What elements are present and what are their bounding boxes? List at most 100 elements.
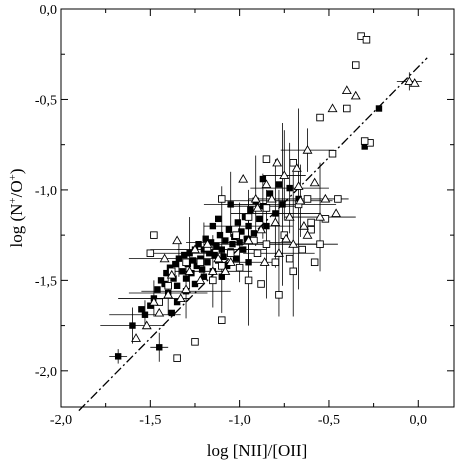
data-point-open-triangle — [252, 202, 263, 212]
data-point-open-square — [262, 155, 271, 163]
data-point-open-square — [307, 225, 315, 234]
data-point-filled-square — [198, 266, 206, 273]
data-point-filled-square — [191, 280, 199, 288]
data-point-filled-square — [206, 250, 213, 257]
series-open-triangle — [131, 76, 420, 342]
data-point-open-square — [257, 280, 265, 288]
data-point-open-triangle — [331, 208, 342, 218]
data-point-filled-square — [207, 239, 215, 246]
data-point-open-triangle — [404, 76, 415, 85]
data-point-open-triangle — [315, 211, 325, 221]
data-point-open-square — [146, 249, 155, 257]
data-point-filled-square — [238, 228, 245, 235]
data-point-filled-square — [147, 302, 154, 309]
data-point-filled-square — [259, 175, 267, 183]
data-point-open-square — [275, 291, 283, 299]
data-point-open-triangle — [341, 85, 352, 95]
data-point-filled-square — [195, 240, 202, 248]
y-axis-title-sup1: + — [7, 197, 19, 203]
data-point-open-triangle — [184, 266, 195, 275]
data-point-open-square — [173, 354, 181, 362]
data-point-open-square — [226, 249, 235, 257]
data-point-open-triangle — [220, 266, 231, 275]
data-point-filled-square — [232, 255, 240, 262]
plot-frame — [60, 8, 455, 408]
data-point-open-triangle — [181, 284, 192, 294]
data-point-open-square — [218, 195, 226, 203]
data-point-open-triangle — [154, 307, 165, 317]
data-point-filled-square — [245, 259, 252, 266]
data-point-filled-square — [227, 201, 234, 208]
data-point-open-square — [316, 240, 324, 248]
data-point-filled-square — [141, 311, 149, 318]
data-point-open-triangle — [207, 266, 218, 275]
data-point-filled-square — [154, 286, 161, 293]
axis-ticks: -2,0 -1,5 -1,0 -0,5 0,0 0,0 -0,5 -1,0 -1,5 -2,0 — [35, 3, 454, 428]
data-point-open-square — [271, 258, 280, 267]
data-point-open-square — [218, 316, 226, 324]
data-point-filled-square — [213, 242, 220, 250]
data-point-filled-square — [218, 273, 225, 280]
data-point-open-square — [343, 104, 351, 113]
data-point-open-square — [253, 249, 262, 257]
data-point-open-triangle — [175, 293, 186, 303]
data-point-open-square — [196, 258, 205, 267]
data-point-open-triangle — [302, 230, 313, 239]
data-point-filled-square — [202, 235, 209, 242]
y-tick-label: 0,0 — [40, 3, 58, 18]
data-point-filled-square — [200, 273, 208, 280]
x-tick-label: -0,5 — [318, 413, 340, 428]
data-point-open-triangle — [250, 193, 261, 203]
data-point-open-triangle — [327, 103, 338, 113]
data-point-filled-square — [234, 219, 242, 226]
reference-line — [78, 57, 428, 412]
data-point-filled-square — [222, 237, 229, 244]
data-point-filled-square — [209, 222, 217, 230]
data-point-open-triangle — [159, 253, 170, 263]
data-point-filled-square — [204, 259, 211, 266]
data-point-open-triangle — [295, 195, 306, 205]
data-point-open-square — [235, 263, 244, 272]
data-point-filled-square — [173, 298, 181, 306]
data-point-filled-square — [245, 222, 252, 230]
data-point-filled-square — [129, 322, 136, 329]
x-axis-title: log [NII]/[OII] — [207, 441, 308, 460]
data-point-open-triangle — [243, 235, 254, 245]
data-point-open-square — [303, 195, 312, 203]
data-point-open-square — [164, 282, 172, 290]
data-point-open-triangle — [320, 193, 331, 203]
data-point-filled-square — [375, 105, 383, 112]
data-point-open-triangle — [166, 269, 177, 279]
y-tick-label: -2,0 — [35, 365, 57, 380]
data-point-filled-square — [361, 143, 368, 150]
data-point-open-square — [289, 159, 297, 167]
data-point-open-triangle — [163, 289, 174, 299]
data-point-filled-square — [236, 239, 243, 246]
data-point-filled-square — [138, 306, 145, 313]
data-point-filled-square — [157, 277, 165, 284]
data-point-filled-square — [240, 246, 247, 253]
data-point-open-triangle — [293, 181, 304, 190]
data-point-open-triangle — [261, 179, 272, 189]
reference-line-layer — [78, 57, 428, 412]
data-point-filled-square — [170, 275, 177, 282]
data-point-open-triangle — [266, 193, 277, 203]
data-point-open-square — [244, 276, 253, 285]
data-point-open-square — [310, 258, 319, 267]
data-point-open-square — [191, 338, 199, 346]
data-point-open-triangle — [284, 211, 295, 221]
data-point-open-triangle — [291, 163, 302, 172]
data-point-open-square — [150, 231, 158, 239]
data-point-open-triangle — [270, 217, 281, 227]
data-point-open-square — [232, 231, 240, 239]
data-point-filled-square — [215, 215, 222, 223]
data-point-filled-square — [182, 275, 190, 282]
data-point-open-square — [334, 195, 342, 203]
data-point-open-triangle — [409, 78, 420, 87]
data-point-open-triangle — [288, 239, 299, 248]
data-point-filled-square — [225, 226, 233, 233]
y-axis-title: log (N+/O+) — [7, 168, 26, 247]
y-axis-title-main: log (N — [7, 204, 26, 248]
data-point-open-square — [209, 276, 217, 285]
